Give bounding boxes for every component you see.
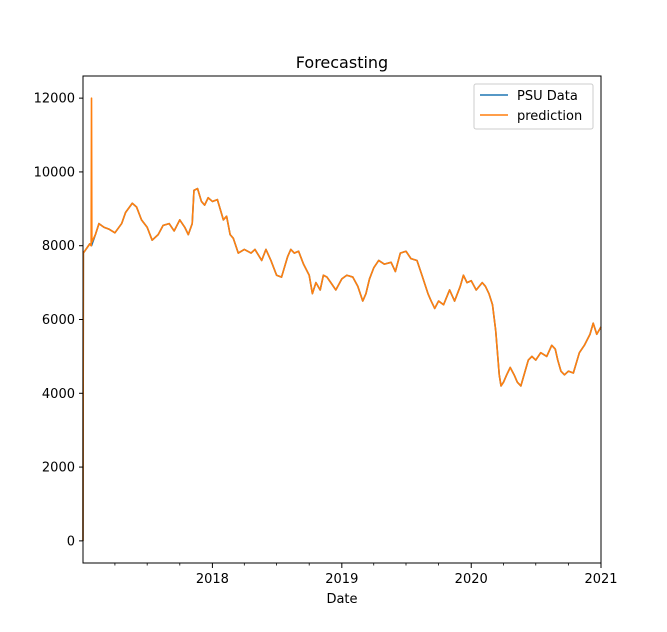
legend-label-prediction: prediction xyxy=(517,109,582,124)
tick-layer: 0 2000 4000 6000 8000 10000 12000 2018 2019 2020 2… xyxy=(34,92,618,587)
y-tick-label: 0 xyxy=(67,534,75,549)
x-axis-label: Date xyxy=(326,592,357,607)
plot-area: 0 2000 4000 6000 8000 10000 12000 2018 2019 2020 2… xyxy=(34,75,618,587)
legend: PSU Data prediction xyxy=(473,83,594,130)
legend-label-psu-data: PSU Data xyxy=(517,89,578,104)
axes-frame xyxy=(82,75,602,564)
x-tick-label: 2018 xyxy=(196,572,229,587)
x-tick-label: 2021 xyxy=(584,572,617,587)
series-layer xyxy=(82,97,602,541)
series-line-prediction xyxy=(82,97,602,541)
y-tick-label: 10000 xyxy=(34,165,75,180)
y-tick-label: 6000 xyxy=(42,313,75,328)
axes-background xyxy=(83,76,601,563)
y-tick-label: 2000 xyxy=(42,461,75,476)
x-tick-label: 2019 xyxy=(325,572,358,587)
y-tick-label: 12000 xyxy=(34,92,75,107)
x-tick-label: 2020 xyxy=(455,572,488,587)
y-tick-label: 4000 xyxy=(42,387,75,402)
chart-title: Forecasting xyxy=(296,53,388,72)
y-tick-label: 8000 xyxy=(42,239,75,254)
